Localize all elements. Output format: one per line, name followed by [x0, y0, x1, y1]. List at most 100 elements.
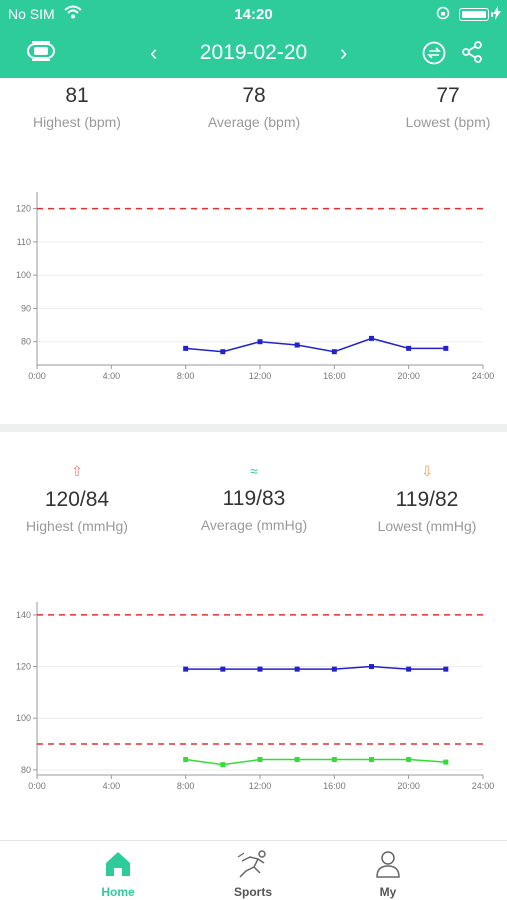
bp-highest: ⇧ 120/84 Highest (mmHg): [7, 463, 147, 534]
data-point: [443, 666, 449, 672]
clock: 14:20: [234, 6, 273, 23]
running-icon: [237, 850, 266, 878]
x-tick-label: 12:00: [249, 781, 272, 791]
x-tick-label: 12:00: [249, 371, 272, 381]
heart-rate-summary: 81 Highest (bpm) 78 Average (bpm) 77 Low…: [0, 84, 507, 144]
blood-pressure-chart: 80 100 120 140 0:00 4:00 8:00 12:00 16:00 20:00 24…: [16, 602, 495, 791]
data-point: [220, 349, 226, 355]
hr-average: 78 Average (bpm): [184, 84, 324, 130]
x-tick-label: 16:00: [323, 781, 346, 791]
x-tick-label: 24:00: [472, 371, 495, 381]
data-point: [220, 762, 226, 768]
data-point: [331, 757, 337, 763]
watch-device-icon[interactable]: [26, 40, 56, 67]
x-tick-label: 24:00: [472, 781, 495, 791]
data-point: [294, 342, 300, 348]
series-line: [185, 665, 446, 670]
date-title[interactable]: 2019-02-20: [199, 41, 308, 64]
status-bar: No SIM 14:20: [0, 0, 507, 28]
data-point: [331, 349, 337, 355]
bp-average-label: Average (mmHg): [200, 517, 308, 533]
data-point: [220, 666, 226, 672]
arrow-down-icon: ⇩: [421, 463, 433, 479]
bp-highest-label: Highest (mmHg): [26, 518, 128, 534]
data-point: [369, 335, 374, 341]
hr-highest: 81 Highest (bpm): [7, 84, 147, 130]
bp-average: ≈ 119/83 Average (mmHg): [184, 463, 324, 533]
home-icon: [106, 852, 130, 876]
battery-icon: [459, 8, 493, 21]
data-point: [331, 666, 337, 672]
nav-bar: ‹ 2019-02-20 ›: [0, 28, 507, 78]
x-tick-label: 4:00: [103, 781, 121, 791]
data-point: [183, 345, 189, 351]
x-tick-label: 0:00: [28, 371, 46, 381]
data-point: [294, 666, 300, 672]
y-tick-label: 100: [16, 713, 31, 723]
y-tick-label: 120: [16, 204, 31, 214]
y-tick-label: 100: [16, 270, 31, 280]
data-point: [443, 759, 449, 765]
y-tick-label: 90: [21, 303, 31, 313]
data-point: [183, 666, 189, 672]
y-tick-label: 140: [16, 610, 31, 620]
x-tick-label: 20:00: [397, 371, 420, 381]
bp-highest-value: 120/84: [44, 488, 110, 511]
wifi-icon: [64, 5, 82, 24]
data-point: [406, 666, 412, 672]
hr-lowest-label: Lowest (bpm): [405, 114, 491, 130]
previous-date-button[interactable]: ‹: [150, 40, 158, 65]
section-divider: [0, 424, 507, 432]
data-point: [406, 757, 412, 763]
tab-home[interactable]: Home: [68, 849, 168, 899]
series-line: [185, 337, 446, 353]
rotation-lock-icon: [436, 6, 450, 25]
data-point: [406, 345, 412, 351]
tab-my[interactable]: My: [338, 849, 438, 899]
data-point: [369, 664, 374, 670]
hr-highest-label: Highest (bpm): [33, 114, 121, 130]
x-tick-label: 16:00: [323, 371, 346, 381]
hr-lowest: 77 Lowest (bpm): [378, 84, 507, 130]
tab-bar: Home Sports My: [0, 840, 507, 900]
hr-average-label: Average (bpm): [207, 114, 301, 130]
data-point: [183, 757, 189, 763]
data-point: [294, 757, 300, 763]
share-icon[interactable]: [460, 40, 484, 69]
y-tick-label: 120: [16, 662, 31, 672]
x-tick-label: 20:00: [397, 781, 420, 791]
data-point: [257, 666, 263, 672]
blood-pressure-summary: ⇧ 120/84 Highest (mmHg) ≈ 119/83 Average…: [0, 463, 507, 553]
user-icon: [376, 851, 400, 878]
data-point: [257, 757, 263, 763]
charging-icon: [493, 6, 501, 25]
tab-my-label: My: [379, 885, 397, 899]
tab-home-label: Home: [101, 885, 135, 899]
data-point: [369, 757, 374, 763]
y-tick-label: 110: [17, 237, 31, 247]
bp-lowest-label: Lowest (mmHg): [377, 518, 477, 534]
tab-sports[interactable]: Sports: [203, 849, 303, 899]
bp-average-value: 119/83: [222, 487, 286, 510]
y-tick-label: 80: [21, 337, 31, 347]
bp-lowest-value: 119/82: [395, 488, 459, 511]
next-date-button[interactable]: ›: [340, 40, 348, 65]
x-tick-label: 4:00: [103, 371, 121, 381]
hr-highest-value: 81: [65, 84, 89, 107]
carrier-label: No SIM: [8, 6, 55, 22]
tab-sports-label: Sports: [233, 885, 272, 899]
arrow-up-icon: ⇧: [71, 463, 83, 479]
x-tick-label: 8:00: [177, 781, 195, 791]
data-point: [443, 345, 449, 351]
wave-icon: ≈: [250, 463, 258, 479]
switch-icon[interactable]: [422, 41, 446, 70]
hr-lowest-value: 77: [436, 84, 460, 107]
y-tick-label: 80: [21, 765, 31, 775]
series-line: [185, 758, 446, 766]
hr-average-value: 78: [242, 84, 266, 107]
bp-lowest: ⇩ 119/82 Lowest (mmHg): [357, 463, 497, 534]
x-tick-label: 8:00: [177, 371, 195, 381]
heart-rate-chart: 80 90 100 110 120 0:00 4:00 8:00 12:00 16:00 20:00…: [16, 192, 495, 381]
data-point: [257, 339, 263, 345]
x-tick-label: 0:00: [28, 781, 46, 791]
